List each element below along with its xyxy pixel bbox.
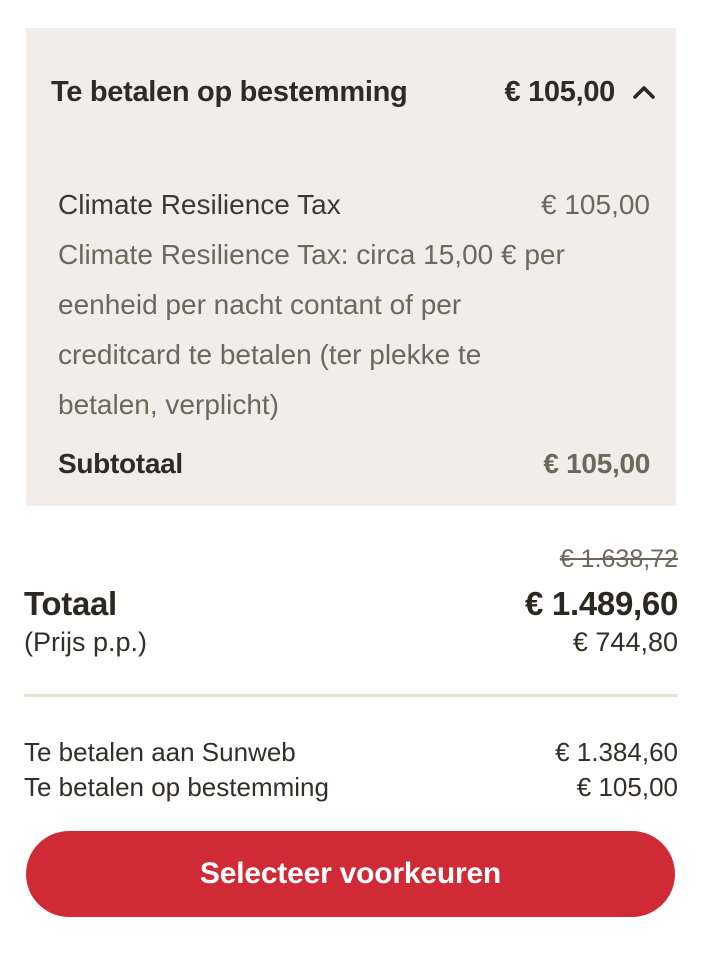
booking-price-summary: Te betalen op bestemming € 105,00 Climat… bbox=[0, 28, 702, 962]
price-per-person-row: (Prijs p.p.) € 744,80 bbox=[24, 624, 678, 660]
original-price-strikethrough: € 1.638,72 bbox=[559, 545, 678, 573]
total-label: Totaal bbox=[24, 585, 117, 622]
subtotal-row: Subtotaal € 105,00 bbox=[58, 446, 650, 482]
subtotal-label: Subtotaal bbox=[58, 448, 183, 479]
line-item-amount: € 105,00 bbox=[541, 189, 650, 220]
total-row: Totaal € 1.489,60 bbox=[24, 584, 678, 624]
line-item-climate-resilience-tax: Climate Resilience Tax € 105,00 Climate … bbox=[58, 180, 650, 430]
payment-breakdown-section: Te betalen aan Sunweb € 1.384,60 Te beta… bbox=[24, 735, 678, 805]
card-amount: € 105,00 bbox=[504, 76, 616, 108]
original-price-row: € 1.638,72 bbox=[24, 542, 678, 580]
payable-at-destination-card: Te betalen op bestemming € 105,00 Climat… bbox=[26, 28, 676, 506]
card-header-right: € 105,00 bbox=[505, 74, 657, 110]
line-item-label: Climate Resilience Tax bbox=[58, 189, 341, 220]
chevron-up-icon bbox=[632, 85, 656, 100]
card-header-toggle[interactable]: Te betalen op bestemming € 105,00 bbox=[51, 74, 656, 110]
subtotal-amount: € 105,00 bbox=[543, 448, 650, 479]
card-title: Te betalen op bestemming bbox=[51, 76, 408, 108]
price-per-person-amount: € 744,80 bbox=[572, 627, 678, 657]
totals-section: € 1.638,72 Totaal € 1.489,60 (Prijs p.p.… bbox=[24, 542, 678, 660]
breakdown-label: Te betalen aan Sunweb bbox=[24, 737, 296, 767]
price-per-person-label: (Prijs p.p.) bbox=[24, 627, 148, 657]
section-divider bbox=[24, 694, 678, 697]
line-item-row: Climate Resilience Tax € 105,00 bbox=[58, 180, 650, 230]
breakdown-amount: € 105,00 bbox=[576, 772, 678, 802]
breakdown-label: Te betalen op bestemming bbox=[24, 772, 329, 802]
total-amount: € 1.489,60 bbox=[525, 585, 678, 622]
breakdown-row-destination: Te betalen op bestemming € 105,00 bbox=[24, 770, 678, 805]
line-item-description: Climate Resilience Tax: circa 15,00 € pe… bbox=[58, 239, 565, 420]
select-preferences-button[interactable]: Selecteer voorkeuren bbox=[26, 831, 675, 917]
breakdown-amount: € 1.384,60 bbox=[555, 737, 678, 767]
breakdown-row-sunweb: Te betalen aan Sunweb € 1.384,60 bbox=[24, 735, 678, 770]
